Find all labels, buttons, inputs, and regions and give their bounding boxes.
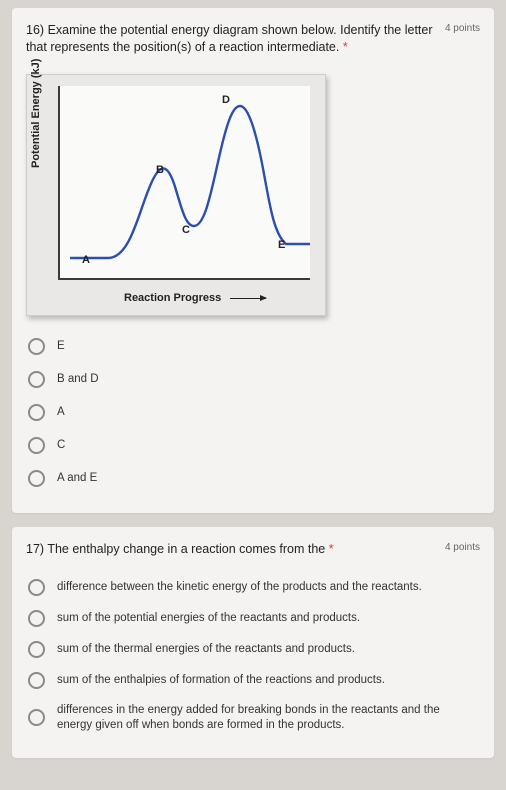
option-label: sum of the enthalpies of formation of th…	[57, 673, 385, 688]
option-label: E	[57, 339, 65, 354]
option-e[interactable]: E	[26, 330, 480, 363]
option-label: differences in the energy added for brea…	[57, 703, 478, 733]
option-4[interactable]: sum of the enthalpies of formation of th…	[26, 665, 480, 696]
option-label: A and E	[57, 471, 97, 486]
option-label: B and D	[57, 372, 99, 387]
question-number: 17)	[26, 542, 44, 556]
radio-icon	[28, 610, 45, 627]
option-1[interactable]: difference between the kinetic energy of…	[26, 572, 480, 603]
label-e: E	[278, 239, 285, 251]
radio-icon	[28, 371, 45, 388]
x-axis-label: Reaction Progress	[124, 292, 221, 304]
question-header: 16) Examine the potential energy diagram…	[26, 22, 480, 56]
plot-area: A B C D E	[58, 86, 310, 280]
question-17: 17) The enthalpy change in a reaction co…	[12, 527, 494, 758]
radio-icon	[28, 709, 45, 726]
option-3[interactable]: sum of the thermal energies of the react…	[26, 634, 480, 665]
option-a-and-e[interactable]: A and E	[26, 462, 480, 495]
question-points: 4 points	[445, 22, 480, 56]
question-body: Examine the potential energy diagram sho…	[26, 23, 433, 54]
option-2[interactable]: sum of the potential energies of the rea…	[26, 603, 480, 634]
question-body: The enthalpy change in a reaction comes …	[47, 542, 325, 556]
q16-options: E B and D A C A and E	[26, 330, 480, 495]
label-c: C	[182, 224, 190, 236]
option-c[interactable]: C	[26, 429, 480, 462]
required-asterisk: *	[343, 40, 348, 54]
option-b-and-d[interactable]: B and D	[26, 363, 480, 396]
energy-diagram: Potential Energy (kJ) A B C D E Reaction…	[26, 74, 326, 316]
radio-icon	[28, 641, 45, 658]
required-asterisk: *	[329, 542, 334, 556]
label-b: B	[156, 164, 164, 176]
radio-icon	[28, 672, 45, 689]
option-label: C	[57, 438, 65, 453]
x-axis-arrow	[230, 298, 266, 299]
question-header: 17) The enthalpy change in a reaction co…	[26, 541, 480, 558]
radio-icon	[28, 437, 45, 454]
energy-curve	[70, 106, 310, 258]
label-a: A	[82, 254, 90, 266]
question-text: 16) Examine the potential energy diagram…	[26, 22, 437, 56]
y-axis-label: Potential Energy (kJ)	[30, 58, 42, 167]
question-text: 17) The enthalpy change in a reaction co…	[26, 541, 437, 558]
label-d: D	[222, 94, 230, 106]
chart-inner: Potential Energy (kJ) A B C D E Reaction…	[32, 80, 320, 310]
option-label: sum of the thermal energies of the react…	[57, 642, 355, 657]
option-label: A	[57, 405, 65, 420]
q17-options: difference between the kinetic energy of…	[26, 572, 480, 740]
option-a[interactable]: A	[26, 396, 480, 429]
radio-icon	[28, 338, 45, 355]
radio-icon	[28, 579, 45, 596]
radio-icon	[28, 404, 45, 421]
curve-svg	[60, 86, 312, 280]
option-label: difference between the kinetic energy of…	[57, 580, 422, 595]
question-points: 4 points	[445, 541, 480, 558]
radio-icon	[28, 470, 45, 487]
question-number: 16)	[26, 23, 44, 37]
question-16: 16) Examine the potential energy diagram…	[12, 8, 494, 513]
option-label: sum of the potential energies of the rea…	[57, 611, 360, 626]
option-5[interactable]: differences in the energy added for brea…	[26, 696, 480, 740]
